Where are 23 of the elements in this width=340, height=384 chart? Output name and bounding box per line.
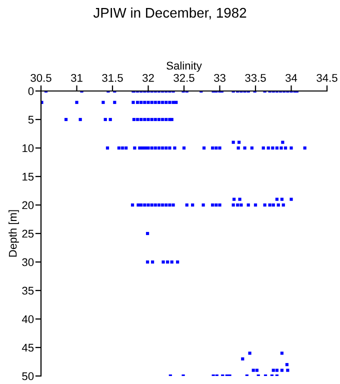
y-tick-label: 0 [28,87,34,96]
x-tick-label: 31 [70,74,82,82]
y-tick-label: 5 [28,116,34,124]
x-tick-label: 34.5 [316,74,338,82]
x-tick-label: 33.5 [245,74,266,82]
x-tick-label: 33 [214,74,226,82]
x-tick-label: 30.5 [30,74,52,82]
y-tick-label: 40 [22,315,34,324]
y-tick-label: 10 [22,144,34,152]
y-tick-label: 50 [22,372,34,380]
y-axis-title: Depth [m] [8,210,19,257]
y-tick-label: 35 [22,286,34,295]
chart-title: JPIW in December, 1982 [93,8,246,20]
x-axis-title: Salinity [166,61,202,72]
y-tick-label: 15 [22,172,34,181]
x-tick-label: 34 [285,74,298,82]
x-tick-label: 32 [142,74,154,82]
y-tick-label: 45 [22,344,34,352]
y-tick-label: 20 [22,201,34,210]
y-tick-label: 30 [22,258,34,266]
x-tick-label: 32.5 [174,74,194,82]
x-tick-label: 31.5 [102,74,123,82]
y-tick-label: 25 [22,230,34,238]
